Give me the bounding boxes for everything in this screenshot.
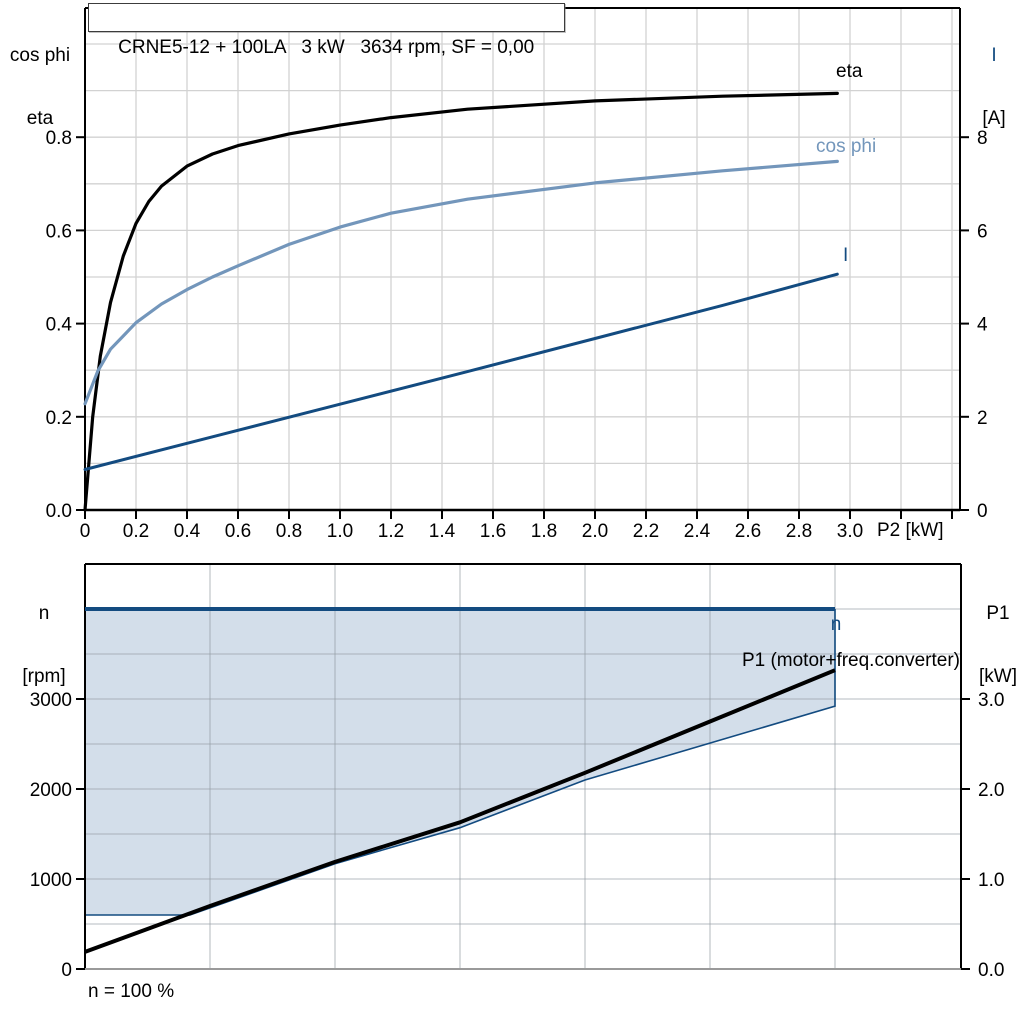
top-x-tick-label: 1.2 xyxy=(378,521,404,542)
chart-title: CRNE5-12 + 100LA 3 kW 3634 rpm, SF = 0,0… xyxy=(118,37,535,58)
bottom-right-tick-label: 0.0 xyxy=(978,960,1004,981)
P1-curve xyxy=(84,668,836,954)
bottom-right-axis-title: P1 [kW] xyxy=(972,561,1024,729)
top-x-tick-label: 2.0 xyxy=(582,521,608,542)
top-x-tick-label: 1.0 xyxy=(327,521,353,542)
top-x-tick-label: 0 xyxy=(80,521,91,542)
top-right-tick-label: 2 xyxy=(977,408,988,429)
eta-curve xyxy=(83,91,839,512)
bottom-left-tick-label: 3000 xyxy=(30,690,72,711)
top-x-tick-label: 0.8 xyxy=(276,521,302,542)
top-x-tick-label: 0.2 xyxy=(123,521,149,542)
bottom-left-tick-label: 1000 xyxy=(30,870,72,891)
eta-curve-label: eta xyxy=(836,61,863,82)
speed-annotation: n = 100 % xyxy=(88,981,175,1002)
top-x-tick-label: 0.4 xyxy=(174,521,201,542)
top-x-tick-label: 2.6 xyxy=(735,521,761,542)
bottom-right-tick-label: 2.0 xyxy=(978,780,1004,801)
top-x-tick-label: 0.6 xyxy=(225,521,251,542)
cos-phi-curve-label: cos phi xyxy=(816,136,877,157)
top-x-tick-label: 1.6 xyxy=(480,521,506,542)
cos-phi-curve xyxy=(83,159,839,406)
bottom-left-axis-title: n [rpm] xyxy=(10,561,78,729)
top-right-tick-label: 4 xyxy=(977,315,988,336)
bottom-left-tick-label: 0 xyxy=(61,960,72,981)
bottom-right-tick-label: 1.0 xyxy=(978,870,1004,891)
current-curve-label: I xyxy=(843,245,849,266)
axis-title-rpm-unit: [rpm] xyxy=(22,666,66,687)
top-left-tick-label: 0.0 xyxy=(46,501,72,522)
top-left-tick-label: 0.6 xyxy=(46,221,72,242)
top-left-tick-label: 0.8 xyxy=(46,128,72,149)
top-x-tick-label: 1.4 xyxy=(429,521,456,542)
top-x-tick-label: 1.8 xyxy=(531,521,557,542)
bottom-left-tick-label: 2000 xyxy=(30,780,72,801)
axis-title-ampere-unit: [A] xyxy=(982,108,1006,129)
axis-title-kw-unit: [kW] xyxy=(979,666,1017,687)
n-curve-label: n xyxy=(830,614,842,635)
axis-title-speed: n xyxy=(38,603,50,624)
top-right-tick-label: 6 xyxy=(977,221,988,242)
bottom-right-tick-label: 3.0 xyxy=(978,690,1004,711)
axis-title-eta: eta xyxy=(26,108,54,129)
top-right-tick-label: 0 xyxy=(977,501,988,522)
top-x-tick-label: 2.2 xyxy=(633,521,659,542)
top-left-tick-label: 0.4 xyxy=(46,315,73,336)
axis-title-p1: P1 xyxy=(986,603,1010,624)
top-right-axis-title: I [A] xyxy=(966,3,1022,171)
top-right-tick-label: 8 xyxy=(977,128,988,149)
top-x-tick-label: 2.8 xyxy=(786,521,812,542)
I-curve xyxy=(83,272,839,471)
chart-title-box: CRNE5-12 + 100LA 3 kW 3634 rpm, SF = 0,0… xyxy=(88,3,565,58)
top-left-axis-title: cos phi eta xyxy=(1,3,79,171)
top-x-tick-label: 2.4 xyxy=(684,521,711,542)
axis-title-current: I xyxy=(991,45,997,66)
top-left-tick-label: 0.2 xyxy=(46,408,72,429)
p1-curve-label: P1 (motor+freq.converter) xyxy=(741,650,960,671)
axis-title-cos-phi: cos phi xyxy=(9,45,71,66)
x-axis-title: P2 [kW] xyxy=(877,520,944,541)
top-x-tick-label: 3.0 xyxy=(837,521,863,542)
